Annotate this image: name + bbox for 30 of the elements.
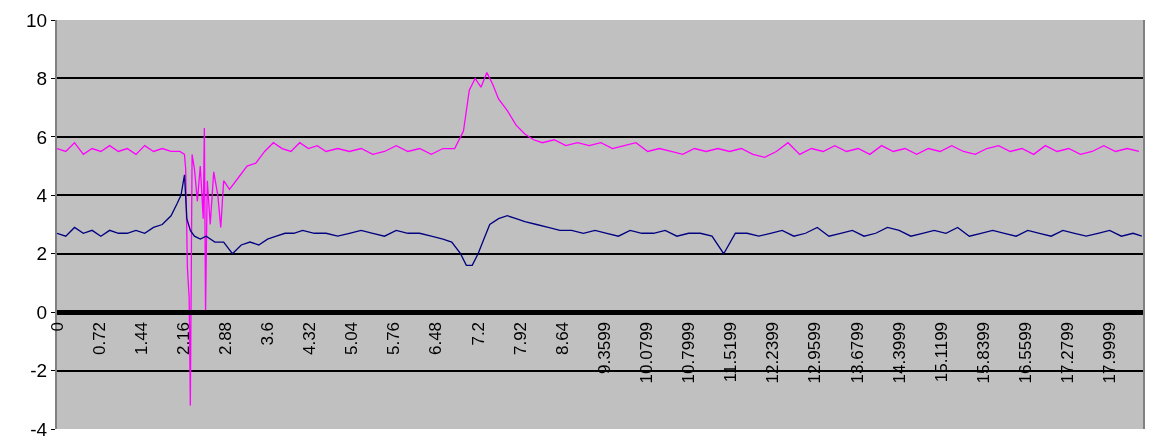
x-tick-label: 12.2399: [763, 321, 783, 384]
y-tick-label: 6: [36, 126, 48, 148]
x-tick-label: 1.44: [131, 321, 151, 356]
x-tick-label: 14.3999: [889, 321, 909, 384]
x-tick-label: 10.7999: [679, 321, 699, 384]
x-tick-label: 2.16: [173, 321, 193, 356]
x-tick-label: 4.32: [300, 321, 320, 356]
x-tick-label: 13.6799: [847, 321, 867, 384]
y-tick-label: 4: [36, 184, 48, 206]
y-tick-label: 10: [26, 9, 48, 31]
x-tick-label: 5.76: [384, 321, 404, 356]
y-tick-label: -4: [30, 418, 48, 440]
x-tick-label: 17.9999: [1100, 321, 1120, 384]
x-tick-label: 3.6: [258, 321, 278, 346]
y-tick-label: 8: [36, 68, 48, 90]
x-tick-label: 12.9599: [805, 321, 825, 384]
x-tick-label: 6.48: [426, 321, 446, 356]
y-tick-label: -2: [30, 360, 48, 382]
x-tick-label: 7.92: [510, 321, 530, 356]
y-tick-label: 0: [36, 301, 48, 323]
x-tick-label: 7.2: [468, 321, 488, 346]
x-tick-label: 17.2799: [1058, 321, 1078, 384]
x-tick-label: 11.5199: [721, 321, 741, 383]
x-tick-label: 8.64: [552, 321, 572, 356]
x-tick-label: 2.88: [215, 321, 235, 356]
x-tick-label: 5.04: [342, 321, 362, 356]
x-tick-label: 0: [47, 321, 67, 332]
y-tick-label: 2: [36, 243, 48, 265]
x-tick-label: 10.0799: [637, 321, 657, 384]
x-tick-label: 0.72: [89, 321, 109, 356]
